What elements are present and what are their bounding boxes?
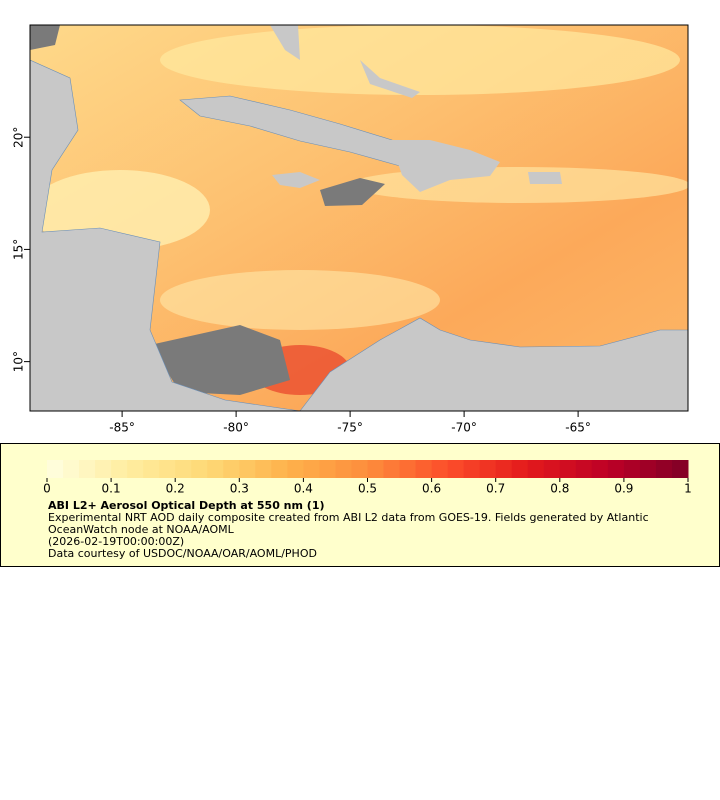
colorbar-segment: [479, 460, 497, 478]
legend-text: ABI L2+ Aerosol Optical Depth at 550 nm …: [48, 500, 688, 560]
colorbar-segment: [415, 460, 433, 478]
x-tick-label: -65°: [565, 421, 591, 435]
y-tick-label: 15°: [12, 239, 26, 260]
colorbar-segment: [575, 460, 593, 478]
colorbar-segment: [191, 460, 208, 478]
colorbar-segment: [127, 460, 144, 478]
y-tick-label: 10°: [12, 351, 26, 372]
legend-time: (2026-02-19T00:00:00Z): [48, 535, 185, 548]
colorbar-segment: [223, 460, 240, 478]
colorbar-tick-label: 0.7: [486, 482, 505, 496]
colorbar-segment: [671, 460, 689, 478]
x-tick-label: -75°: [337, 421, 363, 435]
colorbar-segment: [591, 460, 609, 478]
colorbar-segment: [623, 460, 641, 478]
colorbar-segment: [111, 460, 128, 478]
map-frame: [29, 24, 689, 412]
colorbar-segment: [271, 460, 288, 478]
colorbar-tick-label: 0.4: [294, 482, 313, 496]
y-tick-label: 20°: [12, 127, 26, 148]
colorbar-tick-label: 0.8: [550, 482, 569, 496]
colorbar-segment: [463, 460, 481, 478]
colorbar-segment: [383, 460, 401, 478]
colorbar-tick-label: 1: [684, 482, 692, 496]
colorbar-tick-label: 0.2: [166, 482, 185, 496]
colorbar-segment: [47, 460, 64, 478]
colorbar-segment: [255, 460, 272, 478]
colorbar-tick-label: 0.3: [230, 482, 249, 496]
colorbar-tick-label: 0.6: [422, 482, 441, 496]
x-tick-label: -80°: [223, 421, 249, 435]
x-tick-label: -85°: [109, 421, 135, 435]
legend-description: Experimental NRT AOD daily composite cre…: [48, 511, 649, 536]
colorbar-segment: [143, 460, 160, 478]
colorbar-tick-label: 0.5: [358, 482, 377, 496]
legend-title: ABI L2+ Aerosol Optical Depth at 550 nm …: [48, 499, 325, 512]
x-tick-label: -70°: [451, 421, 477, 435]
colorbar-tick-label: 0.9: [614, 482, 633, 496]
colorbar-segment: [367, 460, 385, 478]
colorbar-segment: [207, 460, 224, 478]
colorbar-segment: [175, 460, 192, 478]
colorbar-segment: [527, 460, 545, 478]
colorbar-segment: [399, 460, 417, 478]
legend-credit: Data courtesy of USDOC/NOAA/OAR/AOML/PHO…: [48, 547, 317, 560]
colorbar-segment: [303, 460, 320, 478]
colorbar-segment: [639, 460, 657, 478]
colorbar-segment: [159, 460, 176, 478]
colorbar-segment: [431, 460, 449, 478]
colorbar-segment: [447, 460, 465, 478]
map-image: [30, 25, 688, 411]
colorbar-segment: [239, 460, 256, 478]
colorbar-segment: [63, 460, 80, 478]
colorbar-segment: [495, 460, 513, 478]
colorbar-segment: [287, 460, 304, 478]
colorbar-segment: [351, 460, 368, 478]
colorbar-segment: [335, 460, 352, 478]
colorbar-segment: [511, 460, 529, 478]
colorbar-segment: [655, 460, 673, 478]
colorbar-segment: [559, 460, 577, 478]
colorbar-segment: [319, 460, 336, 478]
colorbar-segment: [95, 460, 112, 478]
colorbar-tick-label: 0.1: [102, 482, 121, 496]
colorbar-tick-label: 0: [43, 482, 51, 496]
colorbar-segment: [607, 460, 625, 478]
colorbar-segment: [543, 460, 561, 478]
colorbar-segment: [79, 460, 96, 478]
